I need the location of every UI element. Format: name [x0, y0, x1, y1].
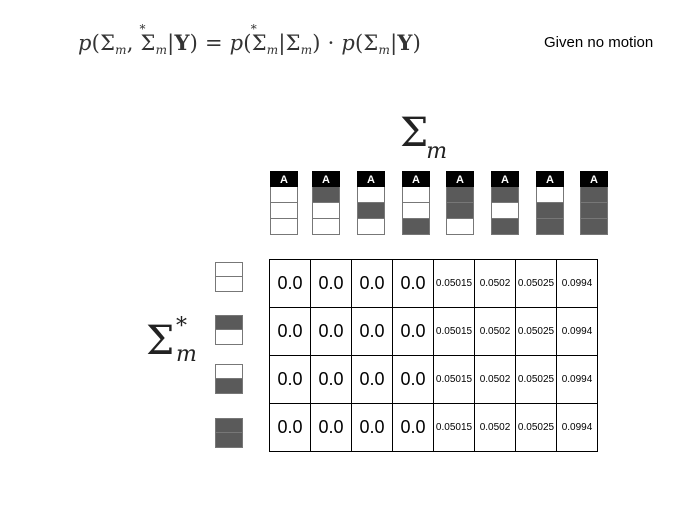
probability-cell: 0.0: [310, 259, 352, 308]
column-state-icon: A: [580, 171, 608, 235]
filled-state-cell: [580, 203, 608, 219]
probability-cell: 0.0: [310, 307, 352, 356]
given-no-motion-note: Given no motion: [544, 34, 654, 51]
table-row: 0.0 0.0 0.0 0.0 0.05015 0.0502 0.05025 0.0994: [269, 307, 598, 356]
filled-state-cell: [215, 315, 243, 330]
filled-state-cell: [491, 187, 519, 203]
sigma-m-column-label: Σm: [400, 110, 448, 164]
probability-cell: 0.0502: [474, 355, 516, 404]
probability-cell: 0.0502: [474, 403, 516, 452]
probability-cell: 0.0502: [474, 259, 516, 308]
column-header-a: A: [270, 171, 298, 187]
empty-state-cell: [312, 219, 340, 235]
filled-state-cell: [536, 219, 564, 235]
probability-cell: 0.0: [351, 403, 393, 452]
probability-cell: 0.0994: [556, 403, 598, 452]
empty-state-cell: [357, 187, 385, 203]
probability-cell: 0.0994: [556, 355, 598, 404]
filled-state-cell: [215, 379, 243, 394]
filled-state-cell: [312, 187, 340, 203]
empty-state-cell: [270, 203, 298, 219]
probability-cell: 0.0: [351, 259, 393, 308]
column-state-icon: A: [312, 171, 340, 235]
empty-state-cell: [402, 187, 430, 203]
column-state-icon: A: [402, 171, 430, 235]
probability-cell: 0.0502: [474, 307, 516, 356]
column-state-icon: A: [357, 171, 385, 235]
filled-state-cell: [580, 187, 608, 203]
sigma-m-star-row-label: Σ * m: [146, 314, 197, 367]
probability-cell: 0.0: [269, 307, 311, 356]
empty-state-cell: [270, 219, 298, 235]
probability-cell: 0.05025: [515, 259, 557, 308]
probability-cell: 0.05015: [433, 259, 475, 308]
probability-cell: 0.0: [269, 259, 311, 308]
filled-state-cell: [446, 187, 474, 203]
probability-cell: 0.0: [392, 259, 434, 308]
probability-cell: 0.0: [310, 355, 352, 404]
column-header-a: A: [580, 171, 608, 187]
probability-cell: 0.0: [392, 355, 434, 404]
column-state-icon: A: [446, 171, 474, 235]
empty-state-cell: [536, 187, 564, 203]
empty-state-cell: [270, 187, 298, 203]
column-header-a: A: [312, 171, 340, 187]
filled-state-cell: [580, 219, 608, 235]
probability-cell: 0.0: [269, 403, 311, 452]
probability-cell: 0.0: [351, 307, 393, 356]
probability-cell: 0.0994: [556, 259, 598, 308]
filled-state-cell: [357, 203, 385, 219]
column-header-a: A: [357, 171, 385, 187]
probability-cell: 0.05025: [515, 403, 557, 452]
empty-state-cell: [357, 219, 385, 235]
empty-state-cell: [491, 203, 519, 219]
probability-table: 0.0 0.0 0.0 0.0 0.05015 0.0502 0.05025 0.0994 0.…: [269, 259, 598, 452]
empty-state-cell: [312, 203, 340, 219]
column-header-a: A: [536, 171, 564, 187]
column-state-icon: A: [270, 171, 298, 235]
filled-state-cell: [491, 219, 519, 235]
filled-state-cell: [215, 418, 243, 433]
column-state-icon: A: [536, 171, 564, 235]
row-state-icon: [215, 315, 243, 345]
empty-state-cell: [215, 262, 243, 277]
probability-cell: 0.05015: [433, 307, 475, 356]
column-header-a: A: [446, 171, 474, 187]
filled-state-cell: [215, 433, 243, 448]
column-state-icon: A: [491, 171, 519, 235]
probability-cell: 0.0: [392, 403, 434, 452]
probability-cell: 0.05015: [433, 403, 475, 452]
filled-state-cell: [402, 219, 430, 235]
empty-state-cell: [215, 277, 243, 292]
row-state-icon: [215, 262, 243, 292]
empty-state-cell: [215, 364, 243, 379]
row-state-icon: [215, 418, 243, 448]
probability-cell: 0.05025: [515, 355, 557, 404]
row-state-icon: [215, 364, 243, 394]
probability-cell: 0.0994: [556, 307, 598, 356]
empty-state-cell: [215, 330, 243, 345]
filled-state-cell: [536, 203, 564, 219]
filled-state-cell: [446, 203, 474, 219]
probability-cell: 0.0: [392, 307, 434, 356]
probability-cell: 0.0: [269, 355, 311, 404]
probability-cell: 0.05025: [515, 307, 557, 356]
table-row: 0.0 0.0 0.0 0.0 0.05015 0.0502 0.05025 0.0994: [269, 355, 598, 404]
probability-cell: 0.0: [351, 355, 393, 404]
table-row: 0.0 0.0 0.0 0.0 0.05015 0.0502 0.05025 0.0994: [269, 259, 598, 308]
empty-state-cell: [446, 219, 474, 235]
probability-cell: 0.05015: [433, 355, 475, 404]
probability-cell: 0.0: [310, 403, 352, 452]
table-row: 0.0 0.0 0.0 0.0 0.05015 0.0502 0.05025 0.0994: [269, 403, 598, 452]
empty-state-cell: [402, 203, 430, 219]
column-header-a: A: [491, 171, 519, 187]
column-header-a: A: [402, 171, 430, 187]
joint-probability-equation: p(Σm, Σ * m|Y) = p(Σ * m|Σm) · p(Σm|Y): [78, 22, 421, 57]
